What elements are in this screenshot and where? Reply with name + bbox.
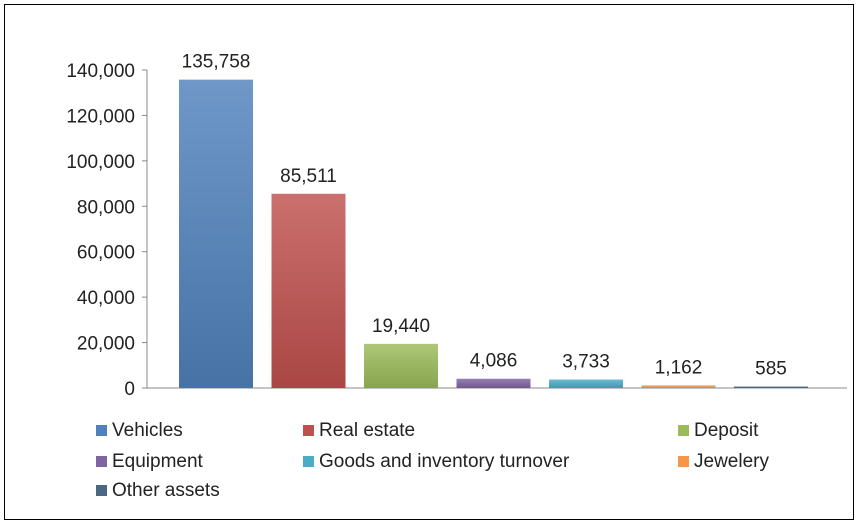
data-label: 4,086 (470, 351, 518, 372)
y-tick-label: 80,000 (77, 197, 135, 218)
bar-jewelery (641, 385, 716, 388)
bar-deposit (364, 343, 438, 388)
legend-swatch (678, 425, 689, 436)
legend-item-jewelery: Jewelery (678, 451, 769, 472)
legend-item-goods-and-inventory-turnover: Goods and inventory turnover (303, 451, 570, 472)
bar-goods-and-inventory-turnover (549, 379, 623, 388)
y-tick-label: 60,000 (77, 243, 135, 264)
legend-label: Goods and inventory turnover (319, 451, 570, 472)
data-label: 19,440 (372, 316, 430, 337)
data-label: 585 (755, 359, 787, 380)
bar-chart: 0 20,000 40,000 60,000 80,000 100,000 120,000 1… (66, 52, 847, 501)
data-label: 85,511 (280, 166, 337, 187)
legend-swatch (303, 456, 314, 467)
legend-label: Other assets (112, 480, 220, 501)
legend-item-vehicles: Vehicles (96, 420, 183, 441)
legend-swatch (96, 425, 107, 436)
legend-label: Real estate (319, 420, 415, 441)
y-axis: 0 20,000 40,000 60,000 80,000 100,000 120,000 1… (66, 61, 847, 400)
y-tick-label: 40,000 (77, 288, 135, 309)
legend-label: Vehicles (112, 420, 183, 441)
legend-swatch (303, 425, 314, 436)
bar-equipment (456, 378, 531, 388)
legend-item-equipment: Equipment (96, 451, 204, 472)
y-tick-label: 0 (124, 379, 135, 400)
chart-frame: 0 20,000 40,000 60,000 80,000 100,000 120,000 1… (4, 4, 854, 520)
legend-item-deposit: Deposit (678, 420, 759, 441)
legend-label: Jewelery (694, 451, 769, 472)
legend-swatch (678, 456, 689, 467)
legend-item-real-estate: Real estate (303, 420, 415, 441)
bars (179, 79, 808, 388)
legend: Vehicles Real estate Deposit Equipment Goods… (96, 420, 769, 501)
bar-real-estate (271, 193, 346, 388)
legend-item-other-assets: Other assets (96, 480, 220, 501)
legend-swatch (96, 485, 107, 496)
legend-label: Deposit (694, 420, 759, 441)
y-tick-label: 20,000 (77, 334, 135, 355)
legend-swatch (96, 456, 107, 467)
data-label: 135,758 (182, 52, 251, 73)
data-labels: 135,758 85,511 19,440 4,086 3,733 1,162 585 (182, 52, 787, 380)
y-tick-label: 140,000 (66, 61, 135, 82)
y-tick-label: 120,000 (66, 106, 135, 127)
bar-other-assets (734, 386, 808, 388)
y-tick-label: 100,000 (66, 152, 135, 173)
data-label: 1,162 (655, 357, 703, 378)
legend-label: Equipment (112, 451, 204, 472)
data-label: 3,733 (562, 352, 610, 373)
bar-vehicles (179, 79, 253, 388)
